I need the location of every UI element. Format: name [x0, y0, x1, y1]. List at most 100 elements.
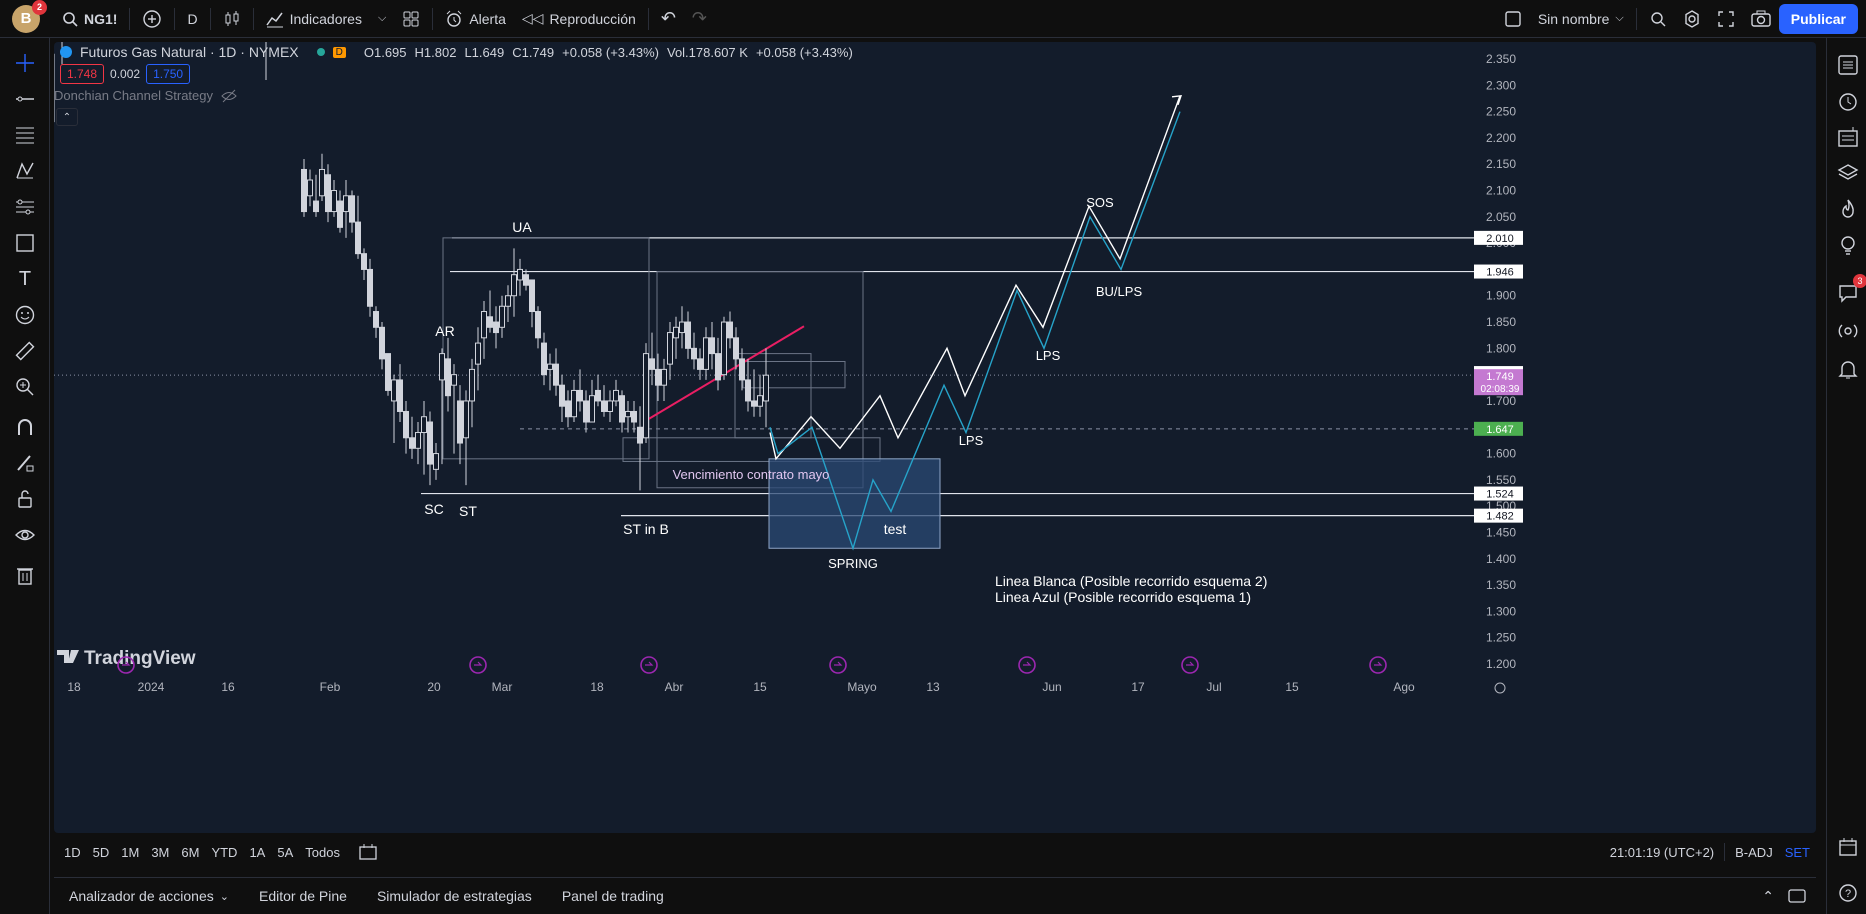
range-button-1m[interactable]: 1M [121, 844, 140, 860]
help-button[interactable]: ? [1835, 880, 1861, 906]
range-box[interactable] [622, 437, 881, 462]
hide-drawings-tool[interactable] [12, 522, 38, 548]
axis-settings-icon[interactable] [1494, 682, 1506, 694]
event-marker-icon[interactable] [1181, 656, 1199, 674]
event-marker-icon[interactable] [640, 656, 658, 674]
ask-button[interactable]: 1.750 [146, 64, 191, 84]
magnet-tool[interactable] [12, 414, 38, 440]
undo-button[interactable]: ↶ [653, 0, 684, 38]
clock-display[interactable]: 21:01:19 (UTC+2) [1609, 844, 1715, 860]
compare-symbol-button[interactable] [134, 0, 170, 38]
chart-canvas[interactable]: 2.3502.3002.2502.2002.1502.1002.0502.000… [54, 42, 1816, 833]
session-toggle[interactable]: SET [1784, 844, 1810, 860]
data-window-button[interactable] [1835, 124, 1861, 150]
range-button-todos[interactable]: Todos [305, 844, 340, 860]
alerts-button[interactable] [1835, 88, 1861, 114]
question-icon: ? [1839, 884, 1857, 902]
range-button-1a[interactable]: 1A [249, 844, 266, 860]
collapse-legend-button[interactable]: ⌃ [56, 108, 78, 126]
symbol-search-button[interactable]: NG1! [54, 0, 125, 38]
quick-search-button[interactable] [1641, 0, 1675, 38]
date-range-icon[interactable] [358, 843, 378, 861]
chart-pane[interactable]: 2.3502.3002.2502.2002.1502.1002.0502.000… [54, 42, 1816, 833]
templates-button[interactable] [394, 0, 428, 38]
range-button-1d[interactable]: 1D [64, 844, 81, 860]
panel-tab[interactable]: Simulador de estrategias [362, 888, 547, 904]
layers-button[interactable] [1835, 160, 1861, 186]
event-marker-icon[interactable] [1018, 656, 1036, 674]
interval-button[interactable]: D [179, 0, 205, 38]
symbol-title[interactable]: Futuros Gas Natural · 1D · NYMEX [80, 44, 299, 60]
crosshair-tool[interactable] [12, 50, 38, 76]
candle [715, 353, 721, 381]
indicators-button[interactable]: Indicadores ⌵ [258, 0, 395, 38]
shape-tool[interactable] [12, 230, 38, 256]
pattern-tool[interactable] [12, 158, 38, 184]
ideas-button[interactable] [1835, 232, 1861, 258]
range-button-5d[interactable]: 5D [92, 844, 110, 860]
price-tag-bg [1474, 264, 1523, 279]
calendar-button[interactable] [1835, 834, 1861, 860]
text-tool[interactable]: T [12, 266, 38, 292]
layout-name-button[interactable]: Sin nombre ⌵ [1530, 0, 1632, 38]
layout-button[interactable] [1496, 0, 1530, 38]
zoom-tool[interactable] [12, 374, 38, 400]
settings-button[interactable] [1675, 0, 1709, 38]
alert-button[interactable]: Alerta [437, 0, 514, 38]
grid-icon [403, 11, 419, 26]
collapse-panel-icon[interactable]: ⌃ [1762, 887, 1774, 904]
event-marker-icon[interactable] [829, 656, 847, 674]
maximize-panel-icon[interactable] [1788, 889, 1806, 903]
forecast-tool[interactable] [12, 194, 38, 220]
remove-drawings-tool[interactable] [12, 562, 38, 588]
chevron-down-icon: ⌵ [1615, 12, 1624, 24]
chats-button[interactable]: 3 [1835, 274, 1866, 306]
replay-button[interactable]: ◁◁ Reproducción [514, 0, 644, 38]
snapshot-button[interactable] [1743, 0, 1779, 38]
stay-drawing-tool[interactable] [12, 450, 38, 476]
panel-tab[interactable]: Analizador de acciones ⌄ [54, 888, 244, 904]
range-box[interactable] [742, 361, 846, 389]
publish-button[interactable]: Publicar [1778, 3, 1858, 34]
panel-tab-list: Analizador de acciones ⌄ Editor de Pine Sim… [54, 888, 679, 904]
candle [739, 358, 745, 381]
notifications-button[interactable] [1835, 356, 1861, 382]
range-button-ytd[interactable]: YTD [211, 844, 238, 860]
range-button-3m[interactable]: 3M [151, 844, 170, 860]
lock-drawings-tool[interactable] [12, 486, 38, 512]
eye-off-icon[interactable] [221, 89, 237, 103]
text-icon: T [18, 267, 32, 290]
panel-tab-label: Editor de Pine [258, 888, 347, 904]
blue-projection-path[interactable] [769, 111, 1181, 551]
range-box[interactable] [442, 237, 650, 460]
event-marker-icon[interactable] [117, 656, 135, 674]
indicator-legend[interactable]: Donchian Channel Strategy [54, 88, 237, 103]
hotlists-button[interactable] [1835, 196, 1861, 222]
watchlist-button[interactable] [1835, 52, 1861, 78]
streams-button[interactable] [1835, 318, 1861, 344]
white-projection-path[interactable] [769, 95, 1181, 461]
adjustment-toggle[interactable]: B-ADJ [1735, 844, 1773, 860]
event-marker-icon[interactable] [469, 656, 487, 674]
fib-tool[interactable] [12, 122, 38, 148]
price-axis-label: 1.200 [1486, 657, 1516, 671]
event-marker-icon[interactable] [1369, 656, 1387, 674]
ohlc-close: C1.749 [512, 44, 555, 60]
fullscreen-icon [1718, 10, 1734, 27]
fullscreen-button[interactable] [1709, 0, 1743, 38]
panel-tab[interactable]: Editor de Pine [244, 888, 362, 904]
emoji-tool[interactable] [12, 302, 38, 328]
range-button-6m[interactable]: 6M [181, 844, 200, 860]
trendline-tool[interactable] [12, 86, 38, 112]
price-tag: 1.482 [1486, 511, 1514, 523]
rectangle-icon [16, 234, 34, 252]
panel-tab[interactable]: Panel de trading [547, 888, 679, 904]
chart-type-button[interactable] [215, 0, 249, 38]
bid-button[interactable]: 1.748 [60, 64, 105, 84]
range-button-5a[interactable]: 5A [277, 844, 294, 860]
spring-box[interactable] [768, 458, 941, 549]
contract-expiry-label: Vencimiento contrato mayo [673, 467, 830, 482]
redo-button[interactable]: ↷ [684, 0, 715, 38]
user-avatar[interactable]: B 2 [12, 0, 47, 33]
measure-tool[interactable] [12, 338, 38, 364]
